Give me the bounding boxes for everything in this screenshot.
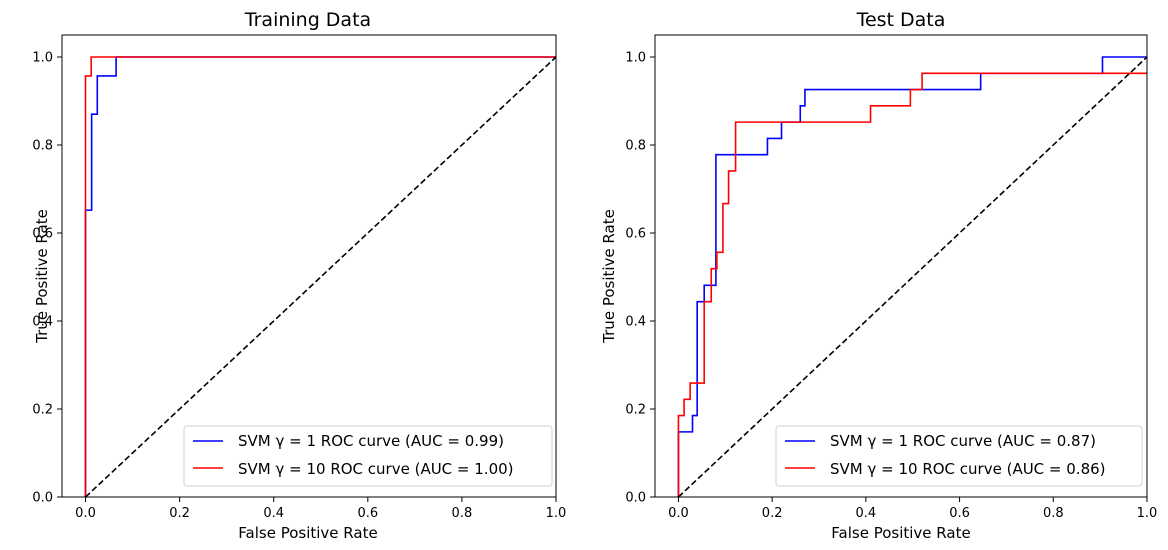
x-tick-label: 0.2	[762, 506, 783, 521]
x-tick-label: 0.4	[263, 506, 284, 521]
series-group	[677, 56, 1147, 497]
y-tick-label: 0.4	[32, 315, 53, 330]
x-tick-label: 0.0	[75, 506, 96, 521]
x-tick-label: 0.0	[668, 506, 689, 521]
y-tick-label: 0.6	[32, 227, 53, 242]
x-tick-label: 0.2	[169, 506, 190, 521]
chart-title: Test Data	[856, 9, 946, 31]
x-axis-label: False Positive Rate	[238, 524, 377, 542]
y-tick-label: 0.6	[625, 227, 646, 242]
x-tick-label: 0.6	[357, 506, 378, 521]
y-tick-label: 0.4	[625, 315, 646, 330]
chance-diagonal-line	[84, 56, 556, 497]
x-axis-label: False Positive Rate	[831, 524, 970, 542]
legend-entry-gamma10: SVM γ = 10 ROC curve (AUC = 0.86)	[830, 460, 1106, 478]
training-roc-chart: Training Data False Positive Rate True P…	[32, 9, 566, 542]
x-tick-label: 0.8	[1043, 506, 1064, 521]
y-axis-label: True Positive Rate	[600, 209, 618, 344]
y-axis-label: True Positive Rate	[33, 209, 51, 344]
y-tick-label: 0.0	[625, 491, 646, 506]
test-roc-chart: Test Data False Positive Rate True Posit…	[600, 9, 1157, 542]
x-tick-label: 1.0	[546, 506, 567, 521]
chart-title: Training Data	[244, 9, 371, 31]
y-tick-label: 1.0	[625, 51, 646, 66]
y-tick-label: 0.0	[32, 491, 53, 506]
legend-entry-gamma1: SVM γ = 1 ROC curve (AUC = 0.99)	[238, 432, 504, 450]
y-tick-label: 1.0	[32, 51, 53, 66]
x-tick-label: 0.6	[949, 506, 970, 521]
roc-curve-series-0	[677, 56, 1147, 497]
x-tick-label: 1.0	[1137, 506, 1158, 521]
legend-frame	[775, 425, 1143, 487]
legend: SVM γ = 1 ROC curve (AUC = 0.99) SVM γ =…	[183, 425, 553, 487]
legend: SVM γ = 1 ROC curve (AUC = 0.87) SVM γ =…	[775, 425, 1143, 487]
legend-entry-gamma1: SVM γ = 1 ROC curve (AUC = 0.87)	[830, 432, 1096, 450]
axes-frame	[654, 34, 1148, 498]
roc-curve-series-1	[677, 72, 1147, 497]
roc-curve-series-1	[84, 56, 556, 497]
plot-area: 0.0 0.2 0.4 0.6 0.8 1.0 0.0 0.2 0.4 0.6 0.8 1.0	[625, 34, 1158, 521]
legend-entry-gamma10: SVM γ = 10 ROC curve (AUC = 1.00)	[238, 460, 514, 478]
plot-area: 0.0 0.2 0.4 0.6 0.8 1.0 0.0 0.2 0.4 0.6 0.8 1.0	[32, 34, 567, 521]
chance-diagonal-line	[677, 56, 1147, 497]
legend-frame	[183, 425, 553, 487]
x-tick-label: 0.4	[856, 506, 877, 521]
y-tick-label: 0.8	[32, 139, 53, 154]
y-tick-label: 0.2	[32, 403, 53, 418]
y-tick-label: 0.8	[625, 139, 646, 154]
roc-curve-series-0	[84, 56, 556, 497]
axes-frame	[61, 34, 557, 498]
x-tick-label: 0.8	[452, 506, 473, 521]
y-tick-label: 0.2	[625, 403, 646, 418]
series-group	[84, 56, 556, 497]
